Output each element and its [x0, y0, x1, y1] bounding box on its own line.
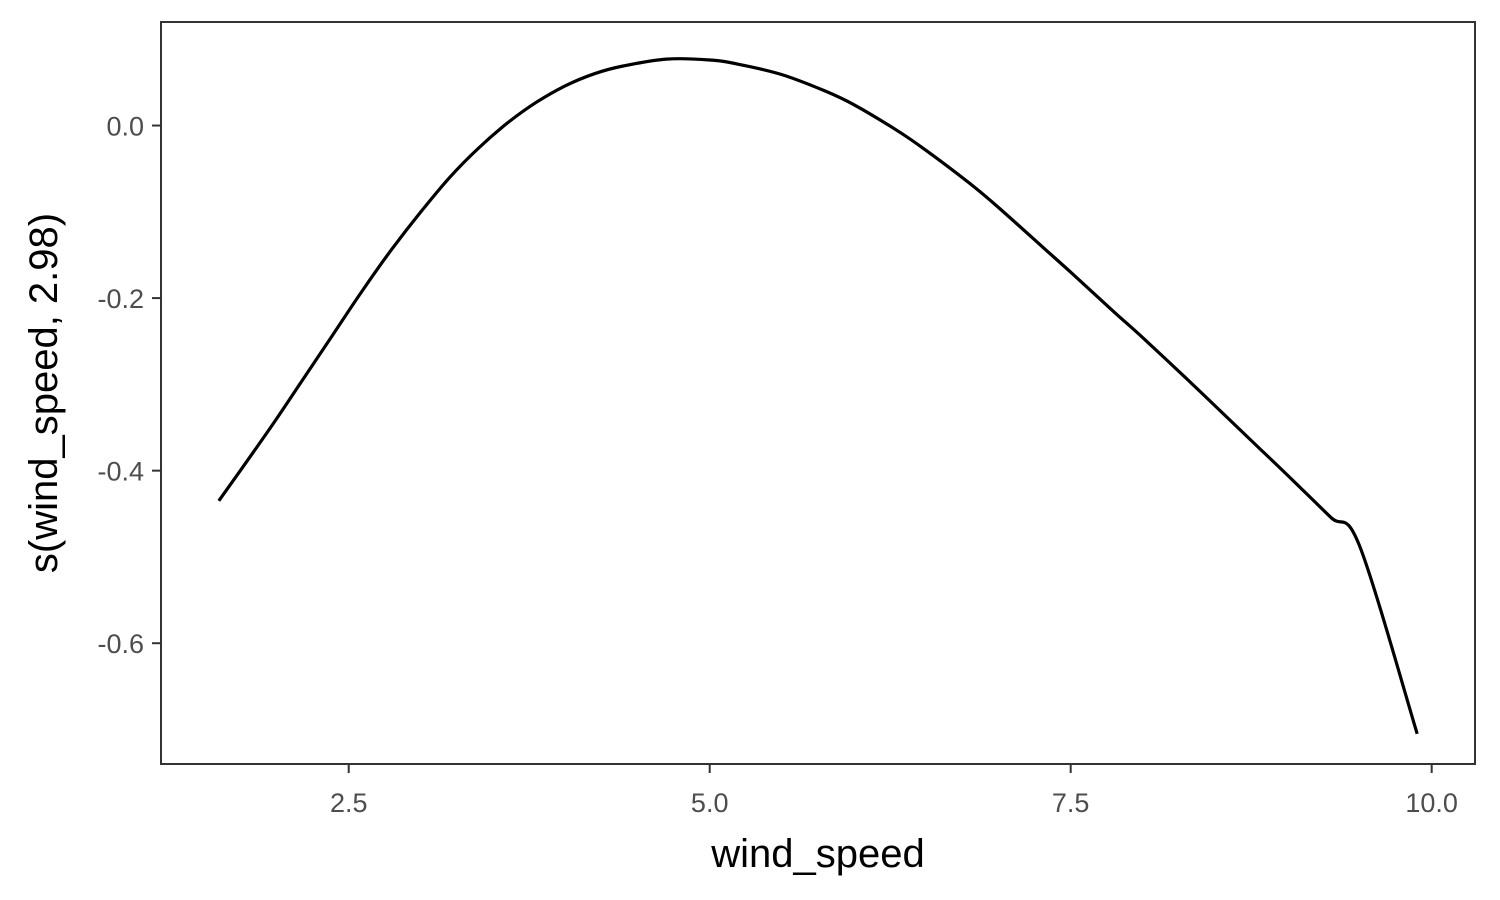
series-line — [217, 57, 1419, 735]
y-axis: 0.0 -0.2 -0.4 -0.6 — [97, 112, 161, 659]
y-tick-label: -0.4 — [97, 457, 144, 487]
y-tick-label: 0.0 — [106, 112, 144, 142]
y-tick-label: -0.6 — [97, 629, 144, 659]
x-axis: 2.5 5.0 7.5 10.0 — [330, 764, 1458, 818]
x-axis-title: wind_speed — [710, 832, 925, 876]
x-tick-label: 5.0 — [691, 788, 729, 818]
x-tick-label: 7.5 — [1052, 788, 1090, 818]
y-axis-title: s(wind_speed, 2.98) — [22, 213, 66, 573]
y-tick-label: -0.2 — [97, 284, 144, 314]
x-tick-label: 10.0 — [1405, 788, 1458, 818]
x-tick-label: 2.5 — [330, 788, 368, 818]
plot-panel — [160, 21, 1476, 765]
